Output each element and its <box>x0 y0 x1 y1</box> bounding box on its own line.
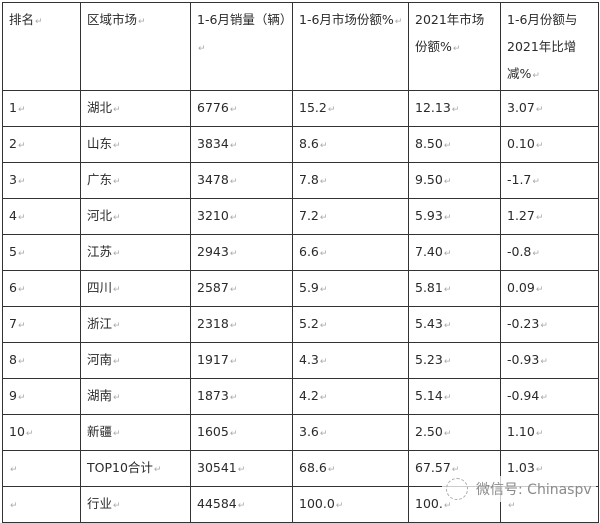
header-change: 1-6月份额与2021年比增减% <box>500 2 599 91</box>
table-row: 5江苏29436.67.40-0.8 <box>2 234 599 271</box>
cell-change: -1.7 <box>500 162 599 199</box>
cell-region: TOP10合计 <box>80 450 191 487</box>
cell-sales: 2587 <box>190 270 293 307</box>
cell-sales: 44584 <box>190 486 293 523</box>
cell-change: 3.07 <box>500 90 599 127</box>
cell-share: 15.2 <box>292 90 409 127</box>
cell-rank: 8 <box>2 342 81 379</box>
cell-share-2021: 5.23 <box>408 342 501 379</box>
cell-share: 4.2 <box>292 378 409 415</box>
table-row: 3广东34787.89.50-1.7 <box>2 162 599 199</box>
cell-change: -0.8 <box>500 234 599 271</box>
cell-change: -0.23 <box>500 306 599 343</box>
cell-rank <box>2 486 81 523</box>
cell-share-2021: 7.40 <box>408 234 501 271</box>
cell-change: 1.10 <box>500 414 599 451</box>
header-share-2021: 2021年市场份额% <box>408 2 501 91</box>
cell-share-2021: 5.81 <box>408 270 501 307</box>
cell-share: 6.6 <box>292 234 409 271</box>
cell-region: 广东 <box>80 162 191 199</box>
watermark-text: 微信号: Chinaspv <box>476 482 592 498</box>
cell-sales: 3834 <box>190 126 293 163</box>
cell-share-2021: 9.50 <box>408 162 501 199</box>
cell-rank: 6 <box>2 270 81 307</box>
cell-share: 7.2 <box>292 198 409 235</box>
cell-rank: 9 <box>2 378 81 415</box>
cell-share: 4.3 <box>292 342 409 379</box>
cell-sales: 30541 <box>190 450 293 487</box>
cell-change: 0.09 <box>500 270 599 307</box>
cell-sales: 2318 <box>190 306 293 343</box>
cell-rank: 3 <box>2 162 81 199</box>
table-row: 9湖南18734.25.14-0.94 <box>2 378 599 415</box>
cell-share-2021: 5.43 <box>408 306 501 343</box>
cell-region: 四川 <box>80 270 191 307</box>
cell-region: 山东 <box>80 126 191 163</box>
cell-sales: 3210 <box>190 198 293 235</box>
header-row: 排名区域市场1-6月销量（辆）1-6月市场份额%2021年市场份额%1-6月份额… <box>2 2 599 91</box>
cell-region: 江苏 <box>80 234 191 271</box>
table-row: 1湖北677615.212.133.07 <box>2 90 599 127</box>
cell-sales: 6776 <box>190 90 293 127</box>
cell-region: 新疆 <box>80 414 191 451</box>
cell-change: 0.10 <box>500 126 599 163</box>
header-rank: 排名 <box>2 2 81 91</box>
cell-share-2021: 2.50 <box>408 414 501 451</box>
watermark: 微信号: Chinaspv <box>442 476 596 502</box>
cell-sales: 3478 <box>190 162 293 199</box>
cell-region: 湖北 <box>80 90 191 127</box>
cell-region: 行业 <box>80 486 191 523</box>
cell-share: 100.0 <box>292 486 409 523</box>
cell-rank: 1 <box>2 90 81 127</box>
cell-rank: 7 <box>2 306 81 343</box>
cell-change: -0.93 <box>500 342 599 379</box>
cell-sales: 1605 <box>190 414 293 451</box>
table-row: 6四川25875.95.810.09 <box>2 270 599 307</box>
table-row: 8河南19174.35.23-0.93 <box>2 342 599 379</box>
cell-region: 河北 <box>80 198 191 235</box>
cell-region: 河南 <box>80 342 191 379</box>
cell-share-2021: 8.50 <box>408 126 501 163</box>
table-row: 7浙江23185.25.43-0.23 <box>2 306 599 343</box>
cell-share-2021: 5.93 <box>408 198 501 235</box>
cell-share: 8.6 <box>292 126 409 163</box>
cell-change: 1.27 <box>500 198 599 235</box>
cell-rank <box>2 450 81 487</box>
wechat-icon <box>446 478 468 500</box>
cell-share: 7.8 <box>292 162 409 199</box>
cell-sales: 2943 <box>190 234 293 271</box>
cell-share-2021: 5.14 <box>408 378 501 415</box>
cell-share: 3.6 <box>292 414 409 451</box>
cell-sales: 1917 <box>190 342 293 379</box>
header-sales: 1-6月销量（辆） <box>190 2 293 91</box>
table-row: 4河北32107.25.931.27 <box>2 198 599 235</box>
table-row: 2山东38348.68.500.10 <box>2 126 599 163</box>
cell-region: 湖南 <box>80 378 191 415</box>
cell-share: 5.9 <box>292 270 409 307</box>
cell-share: 5.2 <box>292 306 409 343</box>
cell-region: 浙江 <box>80 306 191 343</box>
header-region: 区域市场 <box>80 2 191 91</box>
header-share: 1-6月市场份额% <box>292 2 409 91</box>
table-row: 10新疆16053.62.501.10 <box>2 414 599 451</box>
cell-rank: 4 <box>2 198 81 235</box>
cell-rank: 10 <box>2 414 81 451</box>
cell-share-2021: 12.13 <box>408 90 501 127</box>
cell-change: -0.94 <box>500 378 599 415</box>
cell-rank: 5 <box>2 234 81 271</box>
cell-rank: 2 <box>2 126 81 163</box>
cell-sales: 1873 <box>190 378 293 415</box>
cell-share: 68.6 <box>292 450 409 487</box>
